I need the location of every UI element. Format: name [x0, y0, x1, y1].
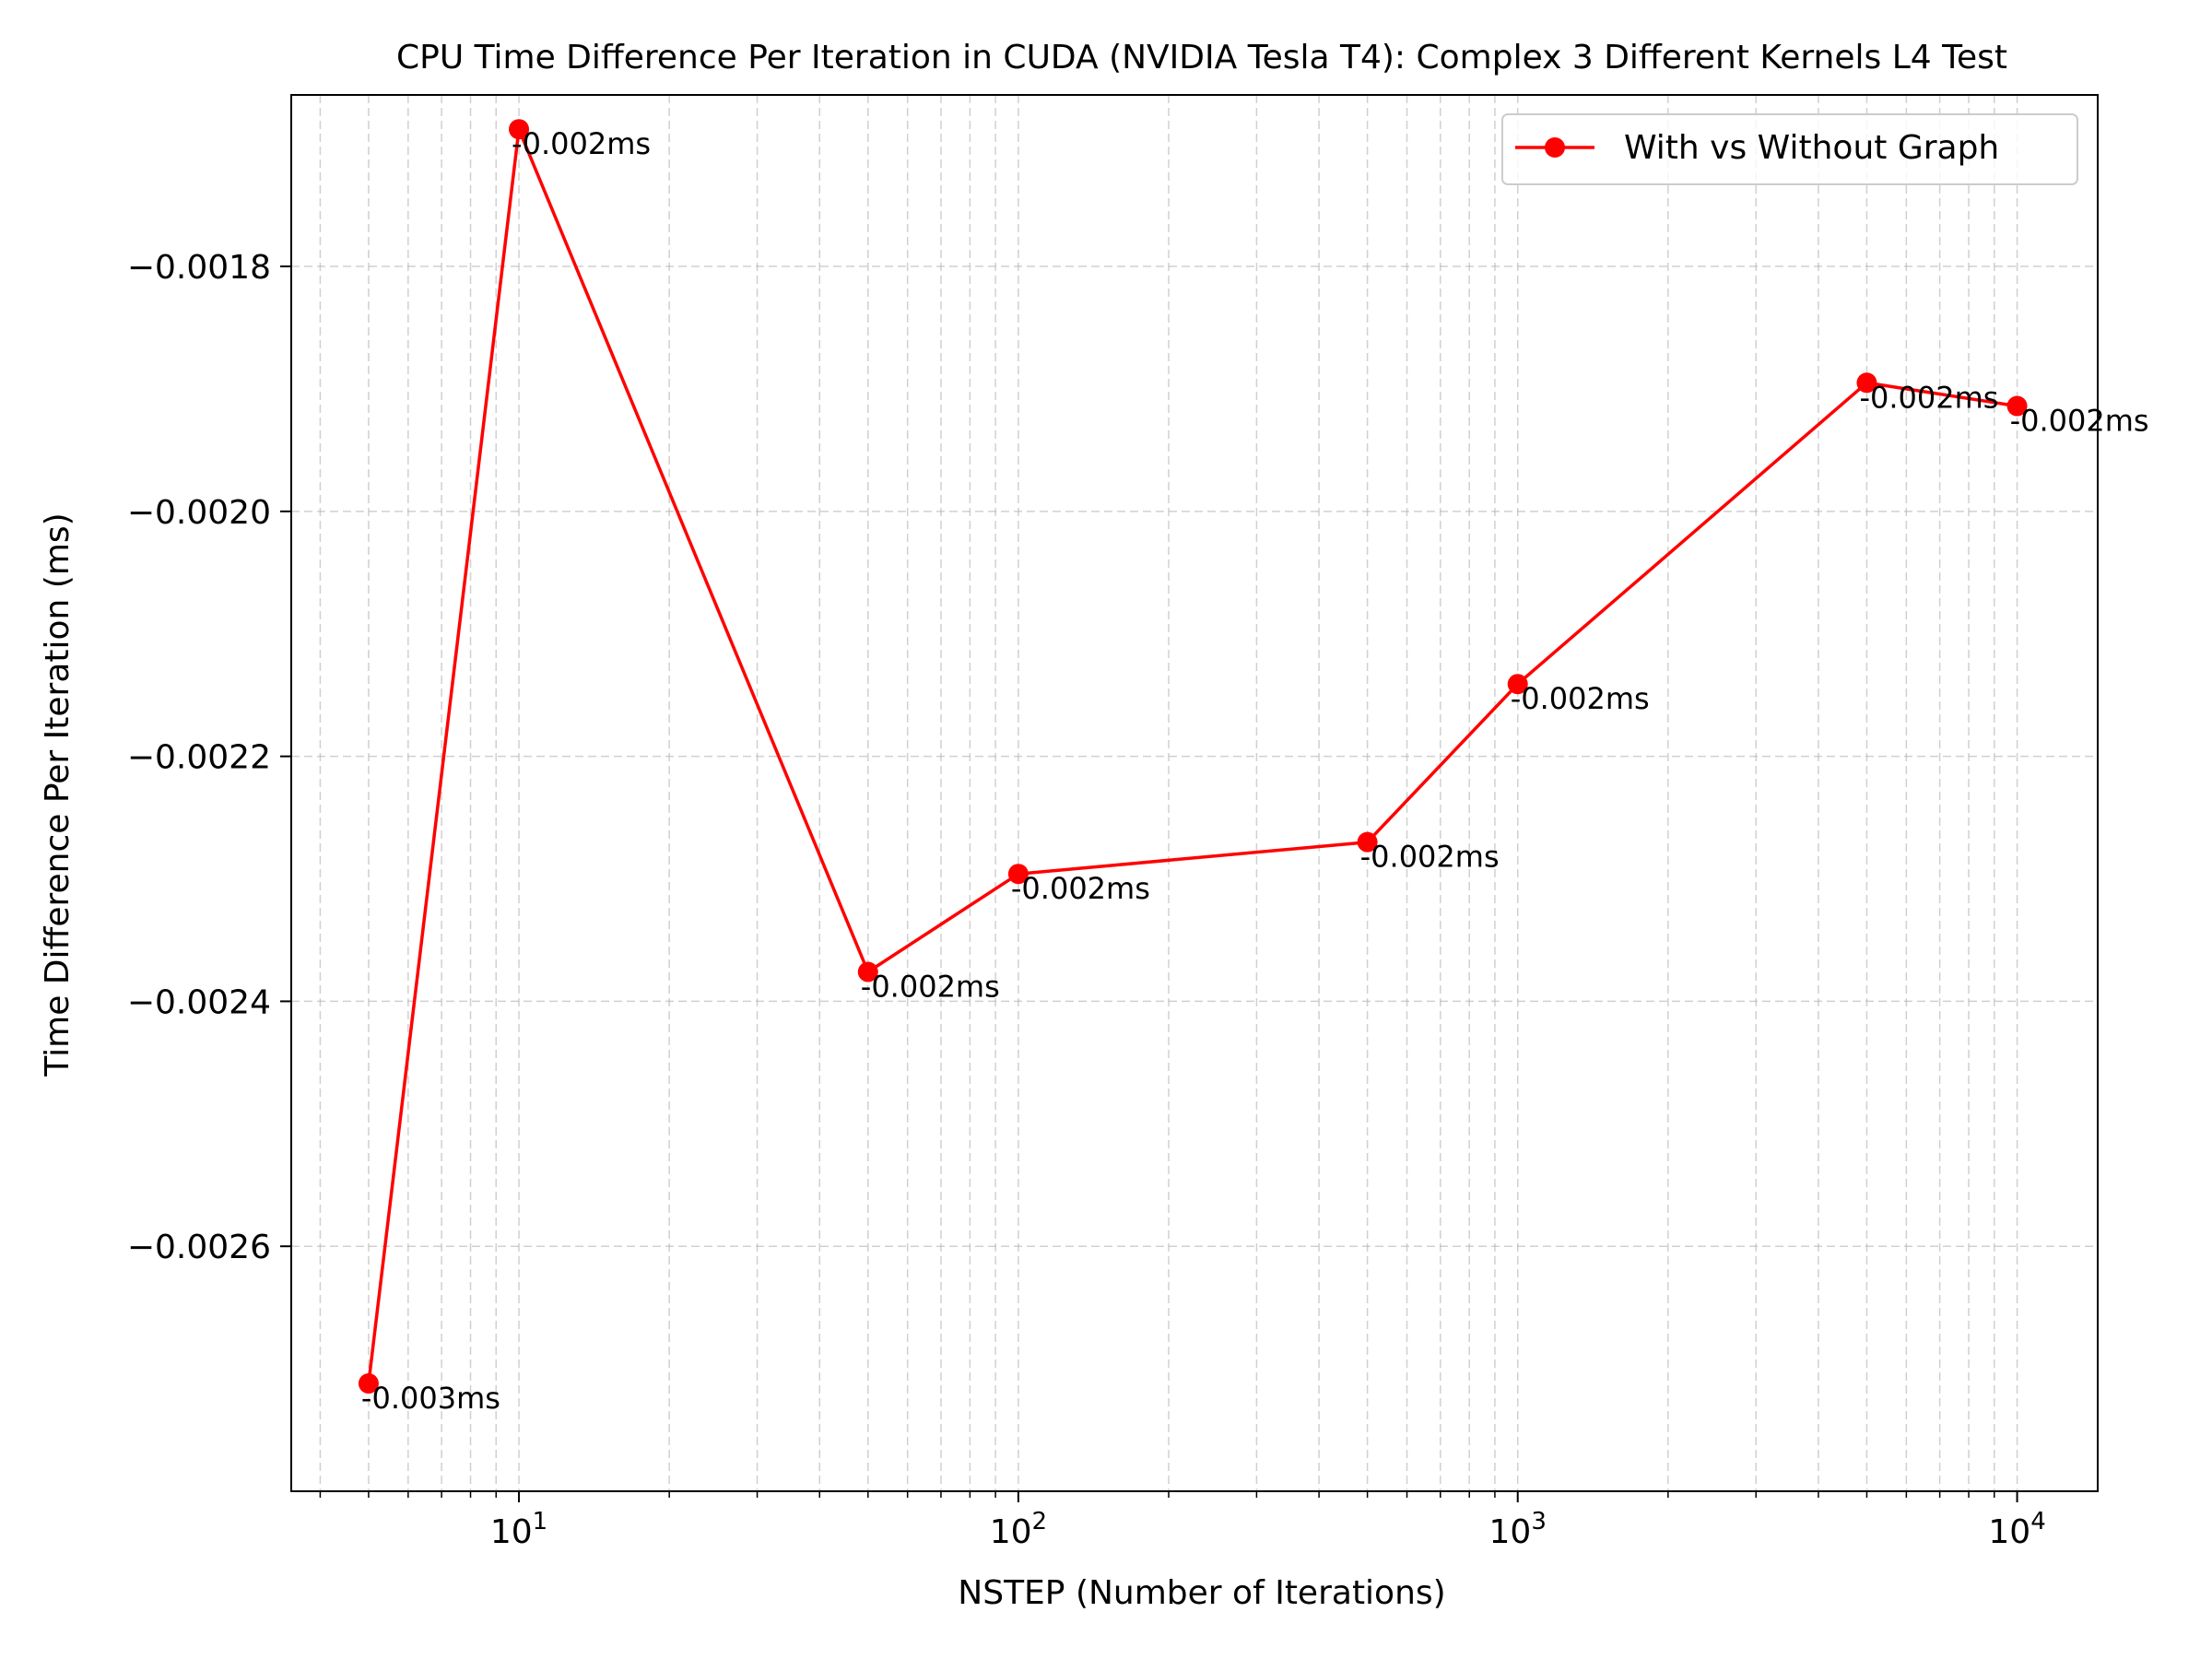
y-tick-label: −0.0022 — [127, 739, 271, 777]
axes: 101 102 103 104 −0.0018 −0.0020 −0.0022 −0.0024… — [127, 249, 2046, 1551]
data-label: -0.003ms — [361, 1381, 500, 1416]
series-line — [367, 127, 2018, 1384]
x-axis-label: NSTEP (Number of Iterations) — [958, 1574, 1445, 1612]
data-label: -0.002ms — [861, 970, 1000, 1005]
x-tick-label: 103 — [1489, 1508, 1547, 1551]
legend-marker-swatch — [1545, 137, 1565, 158]
data-point — [358, 1373, 379, 1394]
data-label: -0.002ms — [2010, 404, 2149, 439]
y-tick-label: −0.0024 — [127, 983, 271, 1021]
data-point — [1507, 674, 1528, 695]
data-label: -0.002ms — [512, 126, 651, 161]
legend: With vs Without Graph — [1501, 113, 2078, 185]
y-tick-label: −0.0018 — [127, 249, 271, 287]
y-tick-label: −0.0026 — [127, 1229, 271, 1266]
data-point — [1007, 864, 1029, 885]
legend-box — [1501, 113, 2078, 185]
data-label: -0.002ms — [1859, 380, 1998, 415]
y-axis-label: Time Difference Per Iteration (ms) — [39, 512, 76, 1077]
legend-label: With vs Without Graph — [1624, 129, 1999, 167]
data-label: -0.002ms — [1511, 681, 1650, 716]
data-labels: -0.003ms -0.002ms -0.002ms -0.002ms -0.002ms… — [361, 126, 2149, 1416]
x-tick-label: 104 — [1988, 1508, 2045, 1551]
x-tick-label: 102 — [990, 1508, 1047, 1551]
data-point — [2006, 395, 2028, 417]
data-point — [1856, 372, 1877, 394]
data-point — [509, 119, 530, 140]
data-point — [1357, 831, 1378, 853]
plot-frame — [290, 94, 2099, 1492]
chart-title: CPU Time Difference Per Iteration in CUD… — [396, 39, 2007, 76]
data-label: -0.002ms — [1360, 840, 1500, 875]
data-point — [857, 961, 878, 982]
data-label: -0.002ms — [1011, 871, 1150, 906]
y-tick-label: −0.0020 — [127, 494, 271, 532]
x-tick-label: 101 — [490, 1508, 547, 1551]
series-layer — [358, 119, 2028, 1394]
